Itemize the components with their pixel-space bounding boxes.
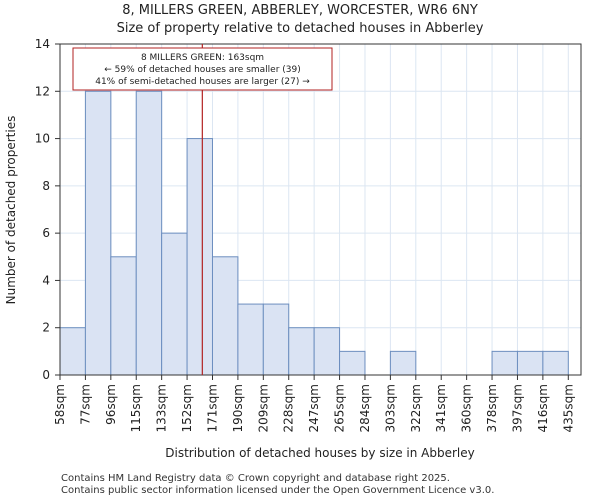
x-tick-label: 284sqm	[358, 384, 372, 432]
plot-frame	[59, 43, 582, 376]
bar	[542, 350, 569, 376]
y-tick-label: 12	[35, 84, 50, 98]
annotation-border	[72, 47, 333, 91]
x-tick-label: 77sqm	[78, 384, 92, 425]
bar	[186, 138, 213, 376]
x-tick-label: 378sqm	[485, 384, 499, 432]
y-tick-label: 0	[42, 368, 50, 382]
x-tick-label: 416sqm	[536, 384, 550, 432]
annotation-box: 8 MILLERS GREEN: 163sqm ← 59% of detache…	[72, 47, 333, 91]
bar	[84, 90, 112, 376]
x-tick-label: 341sqm	[434, 384, 448, 432]
y-tick-label: 10	[35, 132, 50, 146]
x-tick-label: 247sqm	[307, 384, 321, 432]
x-tick-label: 171sqm	[205, 384, 219, 432]
x-tick-label: 303sqm	[383, 384, 397, 432]
y-axis-label: Number of detached properties	[4, 116, 18, 305]
bar	[59, 327, 86, 376]
annotation-line3: 41% of semi-detached houses are larger (…	[95, 77, 310, 87]
x-tick-label: 228sqm	[282, 384, 296, 432]
bar	[313, 327, 341, 376]
y-tick-label: 2	[42, 321, 50, 335]
x-tick-label: 115sqm	[129, 384, 143, 432]
x-tick-label: 322sqm	[409, 384, 423, 432]
bar	[135, 90, 163, 376]
x-tick-label: 133sqm	[155, 384, 169, 432]
x-tick-label: 360sqm	[460, 384, 474, 432]
histogram-chart: 0 2 4 6 8 10 12 14 58sqm 77sqm 96sqm 115sqm 133sqm 1…	[4, 37, 582, 460]
bar	[288, 327, 315, 376]
x-tick-label: 397sqm	[510, 384, 524, 432]
bar	[237, 303, 264, 376]
x-tick-label: 435sqm	[561, 384, 575, 432]
bars	[59, 90, 569, 376]
y-tick-label: 14	[35, 37, 50, 51]
chart-title-address: 8, MILLERS GREEN, ABBERLEY, WORCESTER, W…	[122, 3, 478, 18]
bar	[389, 350, 417, 376]
chart-title-subtitle: Size of property relative to detached ho…	[116, 21, 484, 36]
footer-licence: Contains public sector information licen…	[61, 485, 495, 496]
bar	[516, 350, 544, 376]
x-axis-ticks: 58sqm 77sqm 96sqm 115sqm 133sqm 152sqm 171sqm 1…	[53, 375, 575, 432]
bar	[110, 256, 137, 376]
annotation-line2: ← 59% of detached houses are smaller (39…	[104, 65, 301, 75]
bar	[339, 350, 366, 376]
bar	[211, 256, 239, 376]
y-tick-label: 6	[42, 226, 50, 240]
y-tick-label: 4	[42, 273, 50, 287]
x-tick-label: 152sqm	[180, 384, 194, 432]
footer-copyright: Contains HM Land Registry data © Crown c…	[61, 473, 450, 484]
bar	[262, 303, 290, 376]
x-tick-label: 96sqm	[104, 384, 118, 425]
x-tick-label: 209sqm	[256, 384, 270, 432]
bar	[491, 350, 518, 376]
y-axis-ticks: 0 2 4 6 8 10 12 14	[35, 37, 60, 382]
x-tick-label: 265sqm	[333, 384, 347, 432]
x-tick-label: 190sqm	[231, 384, 245, 432]
bar	[161, 232, 188, 376]
x-tick-label: 58sqm	[53, 384, 67, 425]
x-axis-label: Distribution of detached houses by size …	[165, 446, 474, 460]
y-tick-label: 8	[42, 179, 50, 193]
annotation-line1: 8 MILLERS GREEN: 163sqm	[141, 53, 264, 63]
